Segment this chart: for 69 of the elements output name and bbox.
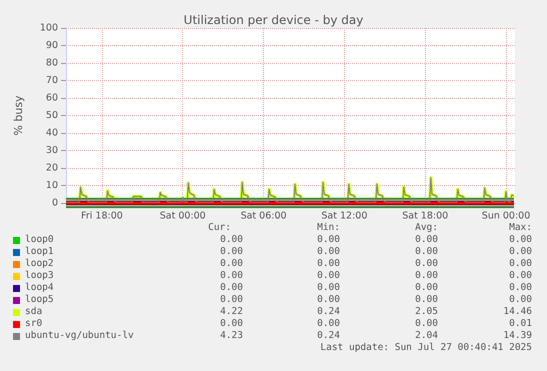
- y-tick-label: 70: [46, 75, 58, 86]
- text: 0.00: [414, 318, 438, 330]
- y-tick-label: 100: [40, 22, 58, 34]
- x-tick-label: Sat 06:00: [240, 210, 287, 222]
- text: 0.00: [508, 246, 532, 258]
- text: 0.00: [508, 282, 532, 294]
- y-tick-label: 60: [46, 92, 58, 104]
- y-tick-label: 0: [52, 198, 58, 208]
- text: 0.00: [219, 282, 243, 294]
- legend-label: loop0: [25, 234, 54, 246]
- text: 0.00: [219, 294, 243, 306]
- text: 0.00: [219, 318, 243, 330]
- text: Cur:: [207, 222, 231, 234]
- text: 0.00: [508, 294, 532, 306]
- y-tick-label: 20: [46, 162, 58, 174]
- text: 0.00: [219, 258, 243, 270]
- text: 0.00: [508, 234, 532, 246]
- x-tick-label: Fri 18:00: [81, 210, 123, 222]
- legend-label: sr0: [25, 318, 42, 330]
- text: 0.00: [414, 270, 438, 282]
- text: 0.24: [316, 330, 340, 342]
- y-tick-label: 40: [46, 128, 58, 138]
- text: 0.00: [414, 234, 438, 246]
- legend-label: loop5: [25, 294, 54, 306]
- text: 0.00: [316, 246, 340, 258]
- text: 0.00: [219, 270, 243, 282]
- text: 0.00: [508, 258, 532, 270]
- x-tick-label: Sat 00:00: [160, 210, 206, 222]
- text: Avg:: [414, 222, 438, 234]
- y-tick-label: 80: [46, 58, 58, 68]
- text: 4.22: [219, 306, 243, 318]
- text: 0.00: [316, 258, 340, 270]
- text: 0.00: [414, 294, 438, 306]
- legend-label: ubuntu-vg/ubuntu-lv: [25, 330, 134, 342]
- y-axis-title: % busy: [12, 94, 25, 136]
- text: Min:: [316, 222, 340, 234]
- chart-title: Utilization per device - by day: [184, 13, 364, 27]
- text: Max:: [508, 222, 532, 234]
- text: 4.23: [219, 330, 243, 342]
- y-tick-label: 90: [46, 40, 58, 51]
- text: 14.46: [502, 306, 532, 318]
- y-tick-label: 10: [46, 180, 58, 191]
- x-tick-label: Sun 00:00: [482, 210, 530, 222]
- text: 2.05: [414, 306, 438, 318]
- text: 0.00: [414, 258, 438, 270]
- legend-label: loop1: [25, 246, 54, 258]
- text: 14.39: [502, 330, 532, 342]
- y-tick-label: 30: [46, 145, 58, 156]
- text: 0.00: [219, 246, 243, 258]
- text: 0.00: [316, 234, 340, 246]
- text: 0.00: [508, 270, 532, 282]
- y-tick-label: 50: [46, 110, 58, 121]
- text: Last update: Sun Jul 27 00:40:41 2025: [320, 342, 532, 353]
- text: 2.04: [414, 330, 438, 342]
- legend-label: loop2: [25, 258, 54, 270]
- x-tick-label: Sat 18:00: [402, 210, 448, 222]
- text: 0.01: [508, 318, 532, 330]
- text: 0.00: [219, 234, 243, 246]
- x-tick-label: Sat 12:00: [321, 210, 368, 222]
- text: 0.24: [316, 306, 340, 318]
- legend-label: sda: [25, 306, 42, 318]
- text: 0.00: [316, 294, 340, 306]
- text: 0.00: [414, 282, 438, 294]
- legend-label: loop3: [25, 270, 54, 282]
- text: 0.00: [316, 282, 340, 294]
- legend-label: loop4: [25, 282, 54, 294]
- text: 0.00: [316, 318, 340, 330]
- text: 0.00: [414, 246, 438, 258]
- text: 0.00: [316, 270, 340, 282]
